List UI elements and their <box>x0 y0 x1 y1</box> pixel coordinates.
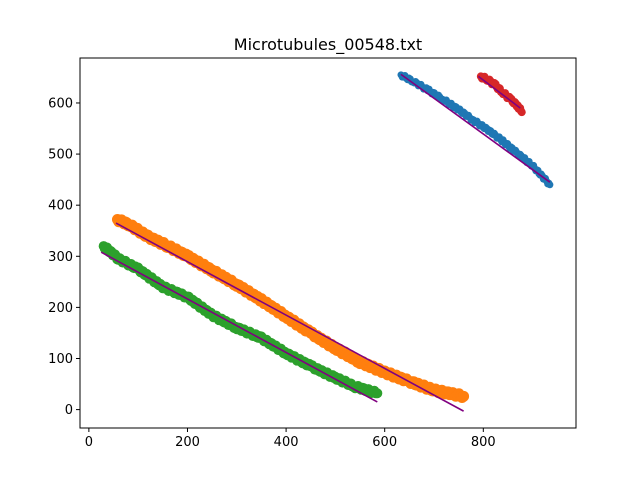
fit-line-0 <box>400 73 551 183</box>
x-tick-label: 400 <box>274 435 299 450</box>
y-tick-label: 100 <box>48 352 73 367</box>
chart-title: Microtubules_00548.txt <box>234 35 422 55</box>
series-3 <box>476 72 526 117</box>
series-2 <box>98 241 383 399</box>
fit-line-1 <box>115 222 464 412</box>
x-tick-label: 600 <box>372 435 397 450</box>
y-tick-label: 500 <box>48 148 73 163</box>
x-tick-label: 200 <box>175 435 200 450</box>
y-tick-label: 600 <box>48 96 73 111</box>
series-1 <box>111 213 470 404</box>
data-point <box>517 108 526 117</box>
y-tick-label: 200 <box>48 301 73 316</box>
x-tick-label: 0 <box>85 435 93 450</box>
y-tick-label: 400 <box>48 199 73 214</box>
y-tick-label: 0 <box>65 403 73 418</box>
data-point <box>546 181 554 189</box>
data-point <box>458 390 470 402</box>
plot-frame <box>79 57 577 429</box>
fit-line-3 <box>477 75 521 109</box>
data-point <box>372 388 383 399</box>
y-tick-label: 300 <box>48 250 73 265</box>
fit-line-2 <box>100 251 378 403</box>
x-tick-label: 800 <box>471 435 496 450</box>
